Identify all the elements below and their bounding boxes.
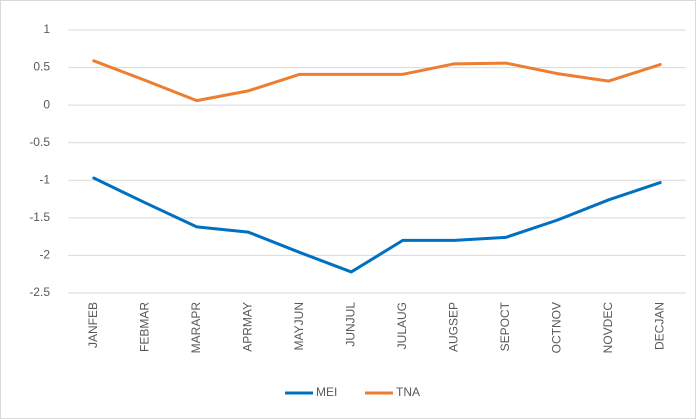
- legend-label: MEI: [316, 385, 337, 399]
- y-tick-label: -2.5: [29, 285, 50, 299]
- y-tick-label: -0.5: [29, 135, 50, 149]
- x-tick-label: JULAUG: [395, 302, 409, 349]
- y-tick-label: -2: [39, 248, 50, 262]
- x-tick-label: JUNJUL: [343, 302, 357, 347]
- x-tick-label: AUGSEP: [446, 302, 460, 352]
- x-tick-label: NOVDEC: [601, 302, 615, 354]
- x-tick-label: MARAPR: [189, 302, 203, 354]
- line-series: [92, 59, 662, 103]
- y-tick-label: -1: [39, 172, 50, 186]
- line-series: [92, 176, 662, 274]
- y-tick-label: -1.5: [29, 210, 50, 224]
- x-tick-label: OCTNOV: [549, 302, 563, 353]
- y-tick-label: 0: [43, 97, 50, 111]
- x-tick-label: FEBMAR: [137, 302, 151, 352]
- x-tick-label: JANFEB: [86, 302, 100, 348]
- x-tick-label: SEPOCT: [498, 301, 512, 351]
- legend-label: TNA: [396, 385, 420, 399]
- y-tick-label: 0.5: [33, 60, 50, 74]
- x-tick-label: DECJAN: [652, 302, 666, 350]
- y-tick-label: 1: [43, 22, 50, 36]
- x-tick-label: MAYJUN: [292, 302, 306, 350]
- x-tick-label: APRMAY: [240, 302, 254, 352]
